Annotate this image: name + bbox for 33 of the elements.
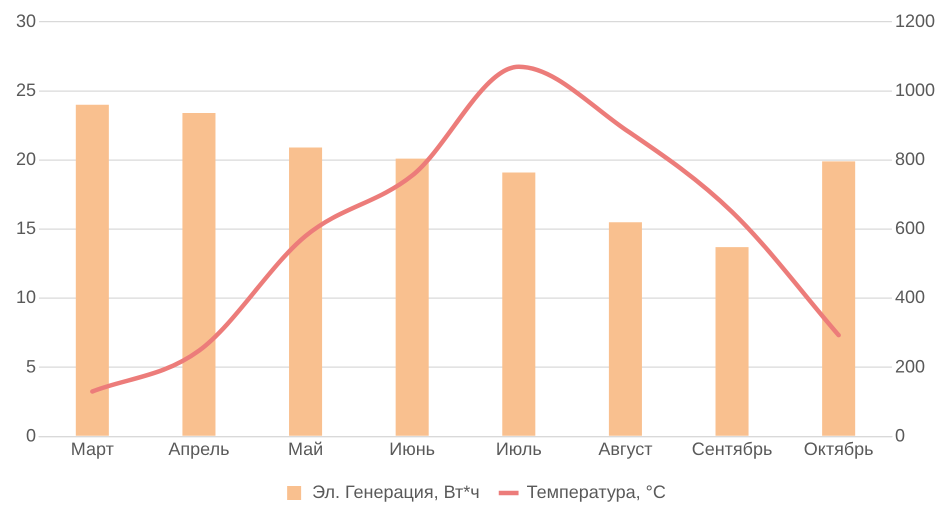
bar (289, 148, 322, 436)
bar (716, 247, 749, 436)
y-tick-label: 25 (16, 80, 36, 100)
x-tick-label: Апрель (168, 439, 230, 460)
x-tick-label: Июнь (389, 439, 436, 460)
bar (502, 172, 536, 436)
bar (76, 104, 109, 436)
y-tick-label: 5 (26, 356, 36, 376)
x-tick-label: Октябрь (804, 439, 874, 460)
bar (396, 158, 429, 436)
y2-tick-label: 600 (894, 218, 926, 238)
bar (182, 113, 216, 436)
y2-tick-label: 0 (894, 425, 905, 446)
x-tick-label: Август (598, 439, 653, 460)
legend-label: Температура, °C (526, 482, 666, 502)
y-tick-label: 20 (16, 148, 36, 169)
y2-tick-label: 1200 (894, 10, 936, 31)
y2-tick-label: 200 (894, 356, 926, 376)
line-series (90, 64, 841, 394)
y2-tick-label: 800 (894, 148, 926, 169)
x-tick-label: Май (288, 439, 324, 460)
y2-tick-label: 400 (894, 287, 926, 308)
bar (608, 222, 642, 436)
x-tick-label: Март (70, 439, 114, 460)
x-tick-label: Сентябрь (692, 439, 772, 460)
bar (822, 161, 856, 436)
x-tick-label: Июль (496, 439, 542, 460)
y-tick-label: 10 (16, 287, 36, 308)
y-tick-label: 0 (26, 425, 36, 446)
y2-tick-label: 1000 (894, 80, 936, 100)
legend-label: Эл. Генерация, Вт*ч (312, 482, 480, 502)
y-tick-label: 30 (16, 10, 36, 31)
y-tick-label: 15 (16, 218, 36, 238)
